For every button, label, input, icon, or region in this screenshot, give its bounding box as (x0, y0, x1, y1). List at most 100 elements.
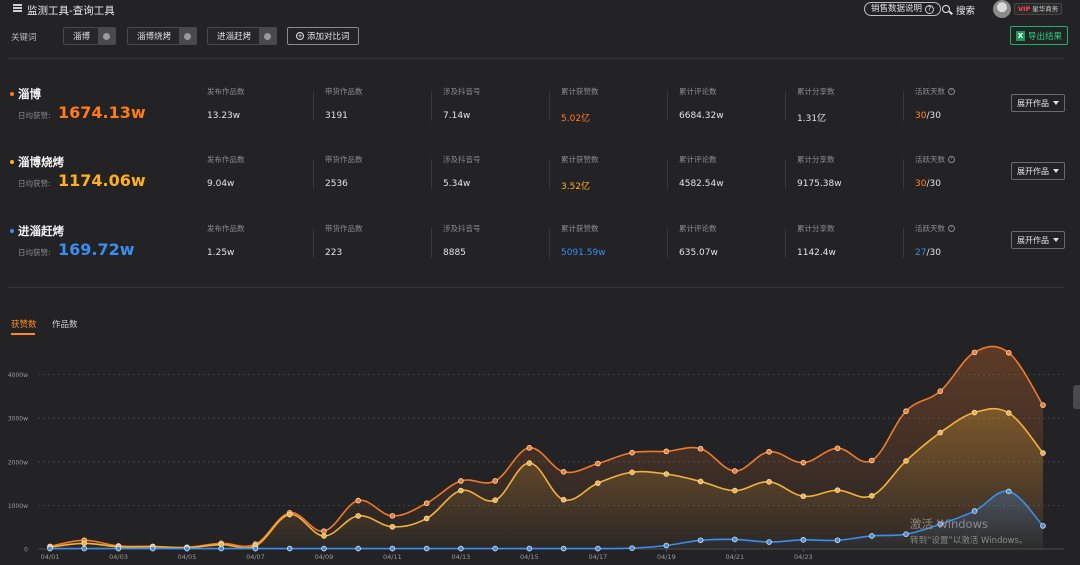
expand-works-button[interactable]: 展开作品 (1011, 94, 1065, 112)
caret-down-icon (1053, 238, 1059, 242)
data-point (868, 457, 875, 464)
remove-keyword-button[interactable] (259, 28, 277, 44)
x-tick-label: 04/11 (383, 553, 402, 561)
keyword-chip-label: 淄博 (73, 32, 91, 42)
data-point (115, 545, 122, 552)
data-point (971, 349, 978, 356)
info-icon[interactable]: ? (948, 225, 955, 232)
remove-keyword-button[interactable] (98, 28, 116, 44)
close-icon (103, 32, 111, 40)
x-tick-label: 04/01 (41, 553, 60, 561)
avatar[interactable] (993, 0, 1011, 18)
data-point (800, 493, 807, 500)
data-point (458, 545, 464, 552)
data-point (1040, 523, 1046, 529)
x-tick-label: 04/21 (725, 553, 744, 561)
metric-value: 3191 (325, 111, 348, 121)
add-compare-label: 添加对比词 (307, 32, 350, 42)
metric-label: 活跃天数? (915, 86, 1025, 97)
column-separator (313, 91, 314, 121)
metric-label-text: 活跃天数 (915, 224, 945, 233)
metric-label: 发布作品数 (207, 223, 317, 234)
series-line (49, 407, 1044, 549)
column-separator (903, 91, 904, 121)
data-explanation-button[interactable]: 销售数据说明 ? (864, 2, 942, 16)
data-point (903, 458, 909, 464)
data-point (423, 515, 430, 522)
caret-down-icon (1053, 169, 1059, 173)
data-point (423, 545, 430, 552)
expand-works-button[interactable]: 展开作品 (1011, 231, 1065, 249)
export-results-button[interactable]: X 导出结果 (1010, 26, 1069, 45)
data-point (389, 523, 396, 530)
add-compare-keyword-button[interactable]: + 添加对比词 (287, 27, 359, 45)
metric-cell: 累计获赞数 3.52亿 (549, 154, 671, 192)
metric-value: 1.31亿 (797, 114, 827, 124)
metric-cell: 累计分享数 9175.38w (785, 154, 907, 189)
metric-label-text: 带货作品数 (325, 87, 363, 96)
column-separator (313, 159, 314, 189)
active-days-value: 30/30 (915, 179, 1025, 189)
search-label: 搜索 (956, 6, 976, 17)
data-point (732, 468, 738, 474)
keyword-chip[interactable]: 淄博 (63, 27, 117, 45)
keyword-name: 淄博烧烤 (10, 154, 64, 170)
keyword-name-text: 进淄赶烤 (18, 224, 64, 238)
keyword-chip[interactable]: 淄博烧烤 (127, 27, 198, 45)
search-button[interactable]: 搜索 (942, 3, 975, 17)
y-tick-label: 3000w (8, 416, 28, 423)
column-separator (667, 159, 668, 189)
data-point (321, 533, 327, 539)
active-days-count: 30 (915, 179, 927, 189)
metric-cell: 带货作品数 2536 (313, 154, 435, 189)
menu-icon[interactable] (13, 4, 22, 12)
metric-cell: 累计获赞数 5091.59w (549, 223, 671, 258)
series-dot-icon (10, 229, 14, 233)
keyword-metric-row: 淄博 日均获赞: 1674.13w 发布作品数 13.23w 带货作品数 3191 涉及抖音号… (0, 86, 1080, 146)
daily-likes-value: 169.72w (58, 240, 135, 259)
keyword-chip-label: 淄博烧烤 (137, 32, 172, 42)
metric-cell: 累计获赞数 5.02亿 (549, 86, 671, 124)
x-tick-label: 04/15 (520, 553, 539, 561)
info-icon[interactable]: ? (948, 88, 955, 95)
x-tick-label: 04/19 (657, 553, 676, 561)
metric-cell: 累计评论数 6684.32w (667, 86, 789, 121)
column-separator (785, 91, 786, 121)
metric-value: 9175.38w (797, 179, 842, 189)
data-point (1040, 450, 1046, 456)
data-point (595, 460, 601, 467)
metric-cell: 发布作品数 1.25w (207, 223, 317, 258)
column-separator (667, 91, 668, 121)
series-dot-icon (10, 92, 14, 96)
data-point (732, 536, 738, 543)
metric-value: 1142.4w (797, 248, 836, 258)
keyword-name: 进淄赶烤 (10, 223, 64, 239)
metric-label: 累计评论数 (679, 154, 789, 165)
series-line (50, 490, 1044, 550)
active-days-count: 27 (915, 248, 927, 258)
expand-works-button[interactable]: 展开作品 (1011, 162, 1065, 180)
close-icon (184, 32, 192, 40)
side-scroll-handle[interactable] (1073, 385, 1080, 409)
info-icon[interactable]: ? (948, 156, 955, 163)
vip-badge[interactable]: VIP 星华商务 (1014, 3, 1063, 15)
metric-label: 带货作品数 (325, 86, 435, 97)
x-tick-label: 04/17 (588, 553, 607, 561)
metric-label: 涉及抖音号 (443, 86, 553, 97)
app-title: 监测工具-查询工具 (27, 5, 115, 17)
metric-label: 累计分享数 (797, 223, 907, 234)
data-point (526, 545, 533, 552)
metric-cell: 涉及抖音号 8885 (431, 223, 553, 258)
data-point (389, 513, 396, 519)
series-area (50, 408, 1043, 549)
keyword-chip[interactable]: 进淄赶烤 (207, 27, 278, 45)
tab-works[interactable]: 作品数 (52, 320, 78, 330)
metric-cell: 带货作品数 223 (313, 223, 435, 258)
tab-likes[interactable]: 获赞数 (11, 320, 37, 330)
metric-cell: 活跃天数? 30/30 (903, 154, 1025, 189)
active-days-total: /30 (926, 248, 941, 258)
remove-keyword-button[interactable] (179, 28, 197, 44)
data-point (321, 528, 327, 534)
data-point (800, 459, 807, 466)
metric-label-text: 累计获赞数 (561, 87, 599, 96)
